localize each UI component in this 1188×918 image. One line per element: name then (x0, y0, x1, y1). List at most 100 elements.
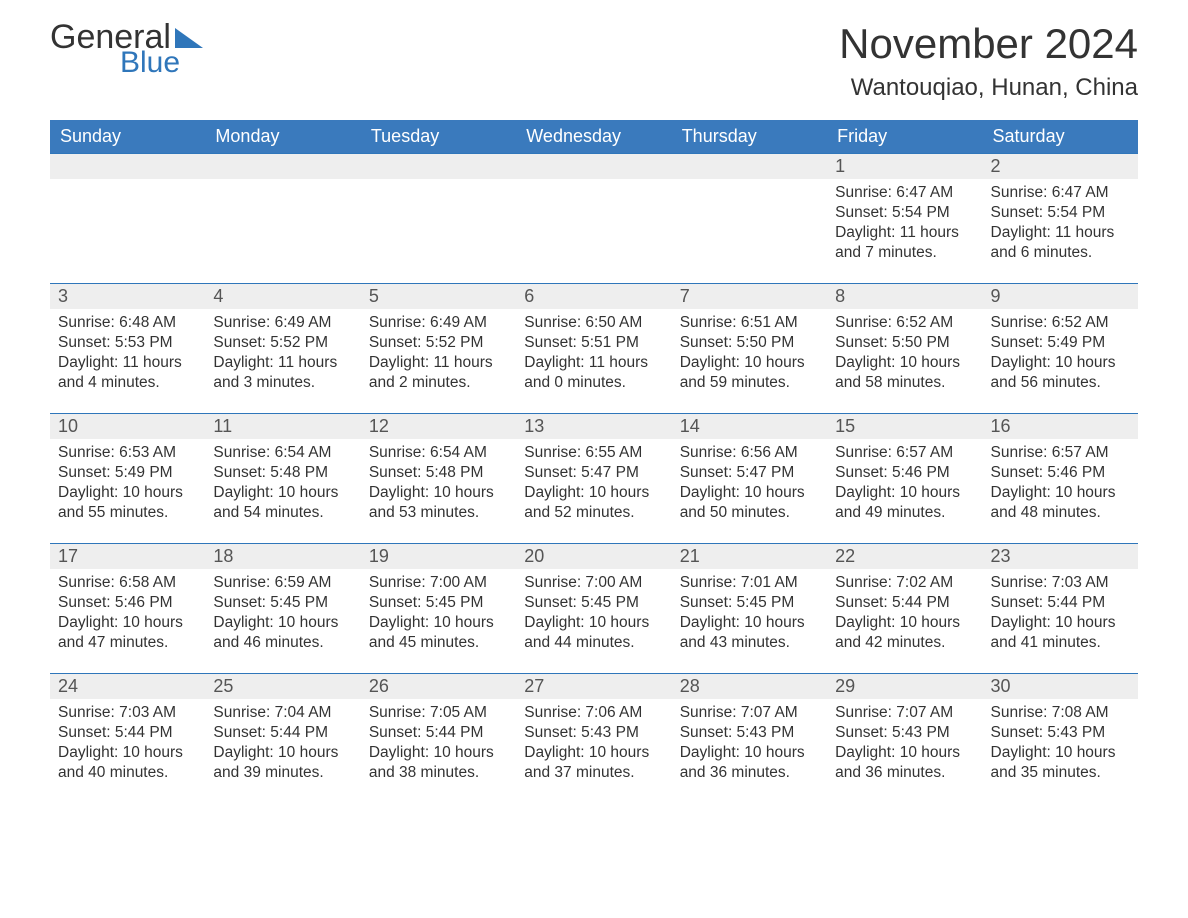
day-details: Sunrise: 7:07 AMSunset: 5:43 PMDaylight:… (672, 699, 827, 792)
daylight-text: Daylight: 10 hours and 45 minutes. (369, 613, 508, 653)
sunrise-text: Sunrise: 6:55 AM (524, 443, 663, 463)
day-details: Sunrise: 6:51 AMSunset: 5:50 PMDaylight:… (672, 309, 827, 402)
sunrise-text: Sunrise: 6:57 AM (835, 443, 974, 463)
day-number: 22 (827, 543, 982, 569)
sunset-text: Sunset: 5:48 PM (213, 463, 352, 483)
weekday-header: Thursday (672, 120, 827, 153)
sunrise-text: Sunrise: 6:51 AM (680, 313, 819, 333)
calendar-day-cell: 25Sunrise: 7:04 AMSunset: 5:44 PMDayligh… (205, 673, 360, 803)
day-details: Sunrise: 6:49 AMSunset: 5:52 PMDaylight:… (361, 309, 516, 402)
daylight-text: Daylight: 10 hours and 44 minutes. (524, 613, 663, 653)
day-number: 7 (672, 283, 827, 309)
daylight-text: Daylight: 10 hours and 46 minutes. (213, 613, 352, 653)
calendar-day-cell: 13Sunrise: 6:55 AMSunset: 5:47 PMDayligh… (516, 413, 671, 543)
day-number: 17 (50, 543, 205, 569)
day-number: 26 (361, 673, 516, 699)
day-number: 2 (983, 153, 1138, 179)
sunset-text: Sunset: 5:44 PM (835, 593, 974, 613)
sunrise-text: Sunrise: 6:49 AM (213, 313, 352, 333)
sunset-text: Sunset: 5:45 PM (680, 593, 819, 613)
sunset-text: Sunset: 5:44 PM (369, 723, 508, 743)
sunset-text: Sunset: 5:49 PM (58, 463, 197, 483)
sunrise-text: Sunrise: 6:56 AM (680, 443, 819, 463)
sunset-text: Sunset: 5:44 PM (991, 593, 1130, 613)
day-details: Sunrise: 6:55 AMSunset: 5:47 PMDaylight:… (516, 439, 671, 532)
day-number: 11 (205, 413, 360, 439)
calendar-day-cell: 22Sunrise: 7:02 AMSunset: 5:44 PMDayligh… (827, 543, 982, 673)
daylight-text: Daylight: 10 hours and 50 minutes. (680, 483, 819, 523)
sunset-text: Sunset: 5:49 PM (991, 333, 1130, 353)
sunset-text: Sunset: 5:46 PM (58, 593, 197, 613)
daylight-text: Daylight: 10 hours and 59 minutes. (680, 353, 819, 393)
day-details: Sunrise: 7:03 AMSunset: 5:44 PMDaylight:… (50, 699, 205, 792)
sunrise-text: Sunrise: 6:57 AM (991, 443, 1130, 463)
calendar-day-cell: 9Sunrise: 6:52 AMSunset: 5:49 PMDaylight… (983, 283, 1138, 413)
weekday-header-row: SundayMondayTuesdayWednesdayThursdayFrid… (50, 120, 1138, 153)
weekday-header: Friday (827, 120, 982, 153)
calendar-day-cell: 19Sunrise: 7:00 AMSunset: 5:45 PMDayligh… (361, 543, 516, 673)
sunrise-text: Sunrise: 7:08 AM (991, 703, 1130, 723)
day-details: Sunrise: 7:04 AMSunset: 5:44 PMDaylight:… (205, 699, 360, 792)
location-subtitle: Wantouqiao, Hunan, China (839, 74, 1138, 102)
calendar-day-cell: . (516, 153, 671, 283)
day-details: Sunrise: 6:49 AMSunset: 5:52 PMDaylight:… (205, 309, 360, 402)
day-number: 18 (205, 543, 360, 569)
day-number: . (205, 153, 360, 179)
calendar-day-cell: 16Sunrise: 6:57 AMSunset: 5:46 PMDayligh… (983, 413, 1138, 543)
daylight-text: Daylight: 10 hours and 54 minutes. (213, 483, 352, 523)
sunset-text: Sunset: 5:52 PM (213, 333, 352, 353)
day-number: 29 (827, 673, 982, 699)
calendar-table: SundayMondayTuesdayWednesdayThursdayFrid… (50, 120, 1138, 803)
weekday-header: Tuesday (361, 120, 516, 153)
day-number: . (516, 153, 671, 179)
calendar-day-cell: 21 Sunrise: 7:01 AMSunset: 5:45 PMDayligh… (672, 543, 827, 673)
sunset-text: Sunset: 5:47 PM (680, 463, 819, 483)
daylight-text: Daylight: 10 hours and 38 minutes. (369, 743, 508, 783)
day-number: 15 (827, 413, 982, 439)
sunrise-text: Sunrise: 6:53 AM (58, 443, 197, 463)
calendar-day-cell: 3Sunrise: 6:48 AMSunset: 5:53 PMDaylight… (50, 283, 205, 413)
weekday-header: Sunday (50, 120, 205, 153)
sunrise-text: Sunrise: 6:47 AM (991, 183, 1130, 203)
day-number: 14 (672, 413, 827, 439)
sunset-text: Sunset: 5:47 PM (524, 463, 663, 483)
sunrise-text: Sunrise: 7:01 AM (680, 573, 819, 593)
daylight-text: Daylight: 10 hours and 43 minutes. (680, 613, 819, 653)
daylight-text: Daylight: 10 hours and 36 minutes. (835, 743, 974, 783)
day-details: Sunrise: 6:48 AMSunset: 5:53 PMDaylight:… (50, 309, 205, 402)
calendar-week-row: 10Sunrise: 6:53 AMSunset: 5:49 PMDayligh… (50, 413, 1138, 543)
day-details: Sunrise: 6:50 AMSunset: 5:51 PMDaylight:… (516, 309, 671, 402)
day-details: Sunrise: 7:02 AMSunset: 5:44 PMDaylight:… (827, 569, 982, 662)
calendar-week-row: 3Sunrise: 6:48 AMSunset: 5:53 PMDaylight… (50, 283, 1138, 413)
day-number: 19 (361, 543, 516, 569)
daylight-text: Daylight: 10 hours and 42 minutes. (835, 613, 974, 653)
calendar-day-cell: 28Sunrise: 7:07 AMSunset: 5:43 PMDayligh… (672, 673, 827, 803)
sunrise-text: Sunrise: 6:49 AM (369, 313, 508, 333)
day-number: 25 (205, 673, 360, 699)
calendar-day-cell: 10Sunrise: 6:53 AMSunset: 5:49 PMDayligh… (50, 413, 205, 543)
sunset-text: Sunset: 5:51 PM (524, 333, 663, 353)
day-number: 5 (361, 283, 516, 309)
day-number: 3 (50, 283, 205, 309)
sunset-text: Sunset: 5:48 PM (369, 463, 508, 483)
sunset-text: Sunset: 5:54 PM (991, 203, 1130, 223)
sunset-text: Sunset: 5:44 PM (213, 723, 352, 743)
day-details: Sunrise: 7:08 AMSunset: 5:43 PMDaylight:… (983, 699, 1138, 792)
calendar-day-cell: 11Sunrise: 6:54 AMSunset: 5:48 PMDayligh… (205, 413, 360, 543)
day-details: Sunrise: 6:54 AMSunset: 5:48 PMDaylight:… (361, 439, 516, 532)
logo-text-blue: Blue (120, 48, 203, 78)
day-number: . (672, 153, 827, 179)
day-number: 21 (672, 543, 827, 569)
daylight-text: Daylight: 11 hours and 4 minutes. (58, 353, 197, 393)
day-details: Sunrise: 6:56 AMSunset: 5:47 PMDaylight:… (672, 439, 827, 532)
sunrise-text: Sunrise: 7:07 AM (835, 703, 974, 723)
sunrise-text: Sunrise: 7:03 AM (58, 703, 197, 723)
day-number: 20 (516, 543, 671, 569)
day-number: 8 (827, 283, 982, 309)
daylight-text: Daylight: 10 hours and 49 minutes. (835, 483, 974, 523)
day-details: Sunrise: 6:58 AMSunset: 5:46 PMDaylight:… (50, 569, 205, 662)
sunset-text: Sunset: 5:45 PM (369, 593, 508, 613)
sunset-text: Sunset: 5:54 PM (835, 203, 974, 223)
weekday-header: Wednesday (516, 120, 671, 153)
calendar-day-cell: 1Sunrise: 6:47 AMSunset: 5:54 PMDaylight… (827, 153, 982, 283)
